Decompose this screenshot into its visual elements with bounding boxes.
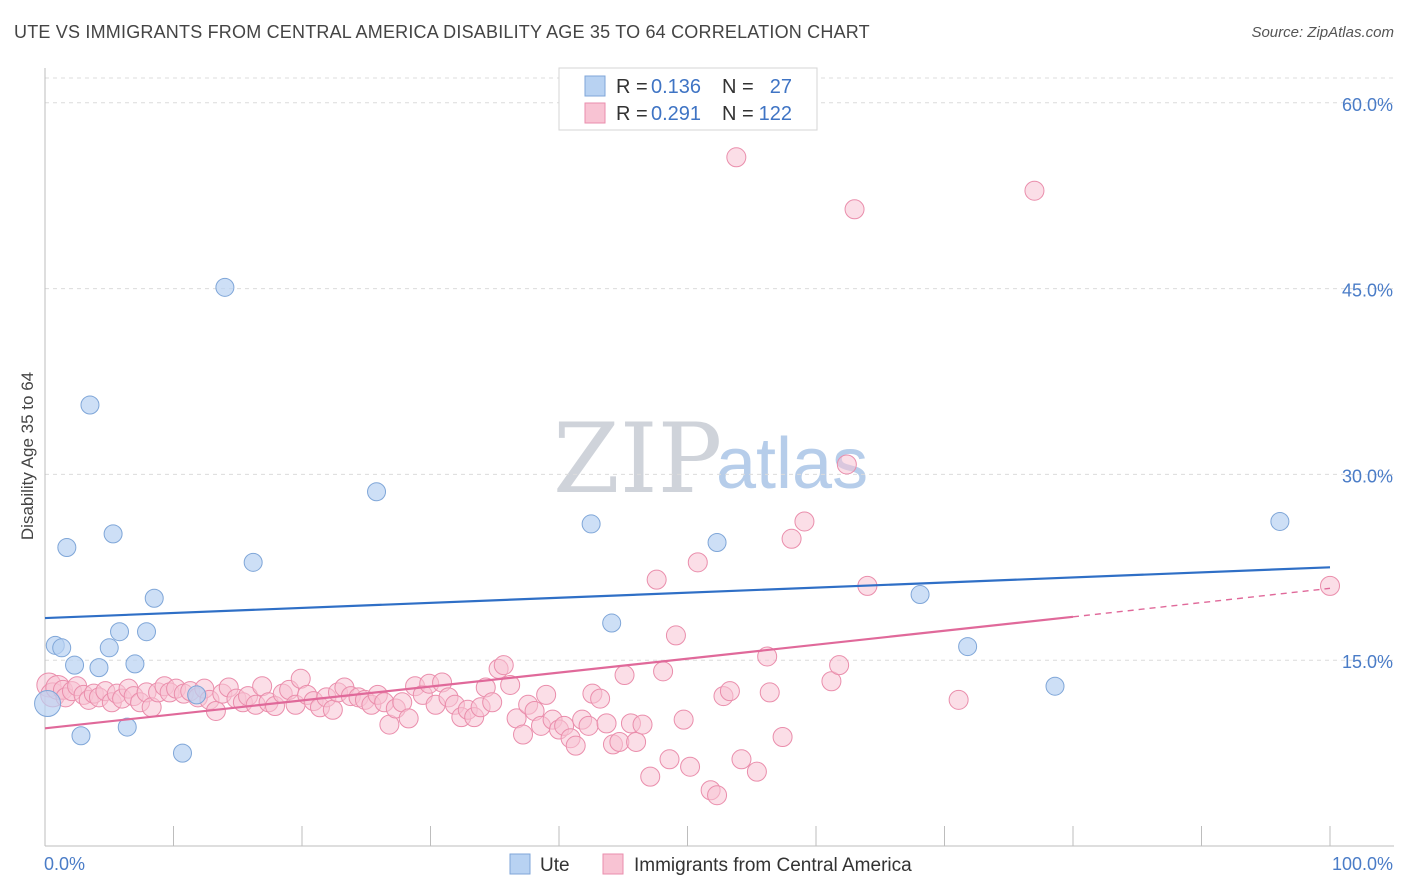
ute-point xyxy=(707,533,727,553)
bottom-legend-label-ute: Ute xyxy=(540,855,570,876)
legend-n-label-ute: N = xyxy=(722,76,754,98)
ute-trend-line xyxy=(44,566,1331,620)
imm-point xyxy=(398,708,419,729)
ute-point xyxy=(1270,511,1290,531)
imm-point xyxy=(653,661,674,682)
ute-point xyxy=(99,638,119,658)
imm-point xyxy=(746,761,767,782)
ute-point xyxy=(71,726,91,746)
ute-point xyxy=(215,277,235,297)
y-tick-label: 45.0% xyxy=(1342,281,1393,301)
ute-point xyxy=(187,685,207,705)
imm-point xyxy=(731,749,752,770)
legend-n-value-ute: 27 xyxy=(770,76,792,98)
ute-point xyxy=(910,585,930,605)
ute-point xyxy=(52,638,72,658)
imm-point xyxy=(614,665,635,686)
watermark-zip: ZIP xyxy=(553,403,722,515)
imm-point xyxy=(665,625,686,646)
imm-point xyxy=(759,682,780,703)
legend-n-value-imm: 122 xyxy=(759,103,792,125)
imm-point xyxy=(536,684,557,705)
bottom-legend-swatch-ute xyxy=(509,853,531,875)
imm-point xyxy=(707,785,728,806)
imm-point xyxy=(844,199,865,220)
ute-point xyxy=(103,524,123,544)
immigrants-trend-line xyxy=(44,615,1074,730)
imm-point xyxy=(948,689,969,710)
source-label: Source: ZipAtlas.com xyxy=(1251,24,1394,41)
ute-point xyxy=(125,654,145,674)
imm-point xyxy=(829,655,850,676)
ute-point xyxy=(958,637,978,657)
y-tick-label: 15.0% xyxy=(1342,652,1393,672)
imm-point xyxy=(1024,180,1045,201)
imm-point xyxy=(640,766,661,787)
ute-point xyxy=(137,622,157,642)
imm-point xyxy=(821,671,842,692)
ute-point xyxy=(172,743,192,763)
series-legend: Ute Immigrants from Central America xyxy=(509,853,912,876)
legend-swatch-ute xyxy=(584,75,606,97)
bottom-legend-swatch-imm xyxy=(602,853,624,875)
correlation-legend: R = 0.136 N = 27 R = 0.291 N = 122 xyxy=(558,67,818,131)
ute-point xyxy=(581,514,601,534)
chart-title: UTE VS IMMIGRANTS FROM CENTRAL AMERICA D… xyxy=(14,22,870,42)
imm-point xyxy=(626,731,647,752)
imm-point xyxy=(757,646,778,667)
imm-point xyxy=(565,735,586,756)
legend-n-label-imm: N = xyxy=(722,103,754,125)
x-tick-label-max: 100.0% xyxy=(1332,854,1393,874)
ute-point xyxy=(367,482,387,502)
x-axis-ticks xyxy=(44,826,1331,846)
imm-point xyxy=(609,731,630,752)
imm-point xyxy=(632,714,653,735)
ute-point xyxy=(602,613,622,633)
imm-point xyxy=(836,454,857,475)
legend-r-value-ute: 0.136 xyxy=(651,76,701,98)
imm-point xyxy=(482,692,503,713)
immigrants-trend-extension xyxy=(1072,587,1331,618)
ute-point xyxy=(57,537,77,557)
imm-point xyxy=(781,528,802,549)
ute-point xyxy=(34,690,62,718)
imm-point xyxy=(726,147,747,168)
imm-point xyxy=(493,655,514,676)
legend-r-label-imm: R = xyxy=(616,103,648,125)
ute-point xyxy=(110,622,130,642)
x-tick-label-min: 0.0% xyxy=(44,854,85,874)
legend-r-label-ute: R = xyxy=(616,76,648,98)
imm-point xyxy=(772,726,793,747)
imm-point xyxy=(1320,575,1340,596)
bottom-legend-label-imm: Immigrants from Central America xyxy=(634,855,912,876)
imm-point xyxy=(500,674,521,695)
ute-point xyxy=(1045,676,1065,696)
imm-point xyxy=(590,688,611,709)
imm-point xyxy=(687,552,708,573)
imm-point xyxy=(578,715,599,736)
imm-point xyxy=(680,756,701,777)
ute-points xyxy=(34,277,1290,763)
imm-point xyxy=(673,709,694,730)
y-tick-labels: 15.0% 30.0% 45.0% 60.0% xyxy=(1342,95,1393,672)
imm-point xyxy=(659,749,680,770)
ute-point xyxy=(80,395,100,415)
y-axis-label: Disability Age 35 to 64 xyxy=(18,372,37,540)
legend-swatch-imm xyxy=(584,102,606,124)
ute-point xyxy=(144,588,164,608)
ute-point xyxy=(243,552,263,572)
imm-point xyxy=(646,569,667,590)
imm-point xyxy=(794,511,815,532)
y-tick-label: 30.0% xyxy=(1342,466,1393,486)
ute-point xyxy=(65,655,85,675)
ute-point xyxy=(117,717,137,737)
imm-point xyxy=(513,724,534,745)
imm-point xyxy=(596,713,617,734)
legend-r-value-imm: 0.291 xyxy=(651,103,701,125)
y-tick-label: 60.0% xyxy=(1342,95,1393,115)
ute-point xyxy=(89,658,109,678)
imm-point xyxy=(719,681,740,702)
imm-point xyxy=(322,699,343,720)
